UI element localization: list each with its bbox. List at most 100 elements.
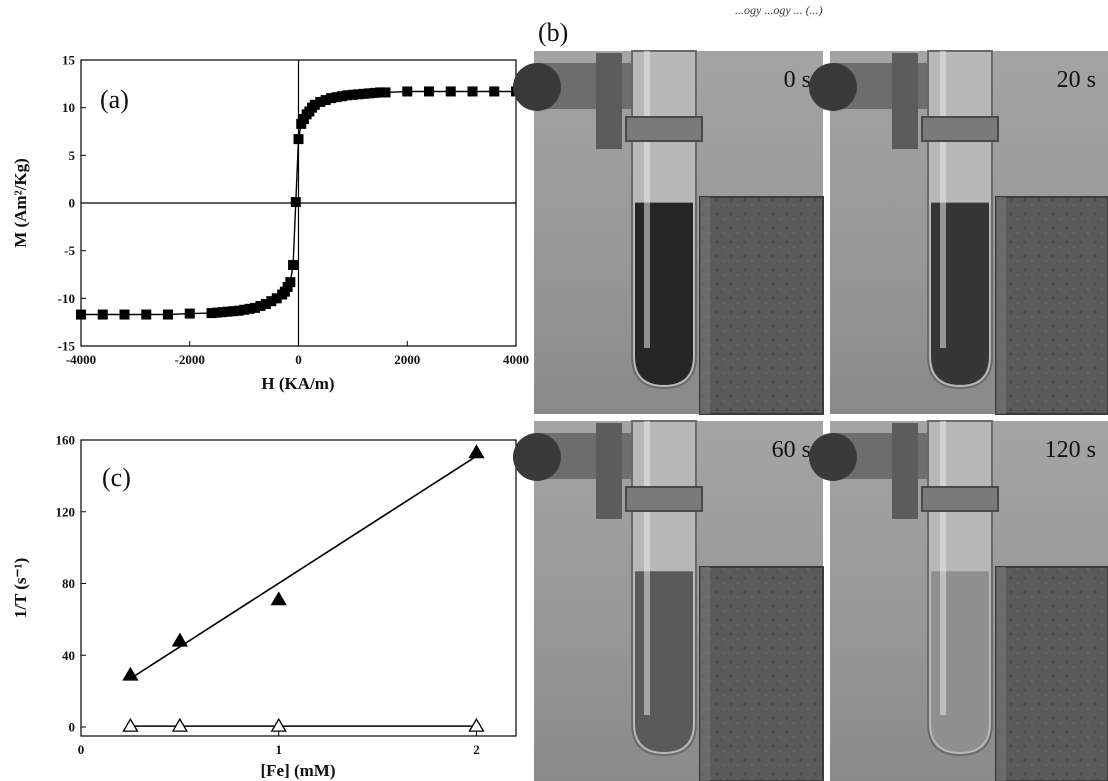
data-point	[255, 300, 266, 311]
data-point	[76, 309, 86, 320]
liquid	[931, 202, 989, 385]
magnet-edge	[996, 567, 1006, 781]
y-tick-label: 15	[62, 53, 76, 68]
clamp-knob	[809, 63, 857, 111]
data-point	[342, 90, 353, 101]
magnet-edge	[700, 197, 710, 414]
photo-3: 60 s	[513, 420, 824, 781]
data-point	[239, 304, 250, 315]
photo-1: 0 s	[513, 50, 824, 415]
y-axis-label-c: 1/T (s⁻¹)	[11, 558, 30, 619]
x-axis-label-c: [Fe] (mM)	[260, 761, 335, 780]
data-point	[309, 99, 320, 110]
data-point	[353, 89, 364, 100]
clamp-band	[921, 486, 999, 512]
data-point	[364, 88, 375, 99]
panel-b-label: (b)	[538, 18, 568, 47]
y-tick-label: 160	[56, 433, 76, 448]
clamp-upright	[892, 53, 918, 149]
data-point	[184, 308, 195, 319]
data-point	[244, 303, 255, 314]
clamp-upright	[596, 53, 622, 149]
data-point	[369, 87, 380, 98]
tube-highlight	[644, 51, 650, 348]
data-point	[315, 96, 326, 107]
x-tick-label: -2000	[175, 352, 205, 367]
clamp-upright	[892, 423, 918, 519]
x-tick-label: 2000	[394, 352, 420, 367]
magnet-edge	[700, 567, 710, 781]
clamp-upright	[596, 423, 622, 519]
axis-ticks-a: -4000 -2000 0 2000 4000 -15 -10 -5 0 5 10 15	[58, 53, 529, 368]
time-label: 120 s	[1045, 437, 1096, 463]
data-point	[141, 309, 152, 320]
x-tick-label: 0	[78, 742, 85, 757]
clamp-band	[921, 116, 999, 142]
fit-line	[129, 455, 477, 680]
clamp-knob	[513, 63, 561, 111]
y-tick-label: 0	[69, 720, 76, 735]
data-point	[211, 307, 222, 318]
liquid	[635, 571, 693, 752]
liquid	[931, 571, 989, 752]
data-point	[468, 444, 485, 459]
data-point	[320, 95, 331, 106]
y-tick-label: 120	[56, 504, 76, 519]
time-label: 0 s	[784, 67, 811, 93]
data-point	[380, 87, 391, 98]
data-point	[171, 717, 188, 732]
x-tick-label: -4000	[66, 352, 96, 367]
tube-highlight	[940, 51, 946, 348]
panel-b-photos: 0 s 20 s 60 s 120 s	[513, 50, 1108, 781]
x-axis-label-a: H (KA/m)	[261, 374, 334, 393]
data-point	[467, 86, 478, 97]
journal-header: ...ogy ...ogy ... (...)	[735, 3, 823, 17]
data-point	[288, 259, 299, 270]
data-point	[266, 296, 277, 307]
y-tick-label: 80	[62, 576, 75, 591]
data-point	[489, 86, 500, 97]
y-tick-label: -5	[64, 243, 75, 258]
data-marks-a	[76, 86, 521, 320]
clamp-band	[625, 486, 703, 512]
data-point	[97, 309, 108, 320]
x-tick-label: 0	[295, 352, 302, 367]
data-point	[445, 86, 456, 97]
y-tick-label: 40	[62, 648, 75, 663]
data-point	[217, 307, 228, 318]
data-point	[347, 89, 358, 100]
data-point	[468, 717, 485, 732]
time-label: 60 s	[772, 437, 811, 463]
x-tick-label: 4000	[503, 352, 529, 367]
y-tick-label: 0	[69, 196, 76, 211]
x-tick-label: 1	[275, 742, 282, 757]
y-tick-label: -10	[58, 291, 75, 306]
data-point	[250, 302, 260, 313]
data-point	[206, 308, 217, 319]
data-point	[270, 591, 287, 606]
clamp-band	[625, 116, 703, 142]
magnet	[995, 566, 1108, 781]
clamp-knob	[513, 433, 561, 481]
panel-a-label: (a)	[100, 85, 129, 114]
tube-highlight	[940, 421, 946, 715]
data-point	[271, 293, 282, 304]
clamp-knob	[809, 433, 857, 481]
data-point	[375, 87, 386, 98]
data-point	[119, 309, 130, 320]
data-point	[222, 306, 233, 317]
panel-c-label: (c)	[102, 463, 131, 492]
magnet	[995, 196, 1108, 415]
data-point	[326, 93, 337, 104]
data-point	[260, 299, 271, 310]
magnet	[699, 566, 824, 781]
data-point	[337, 91, 347, 102]
magnet-edge	[996, 197, 1006, 414]
y-tick-label: -15	[58, 339, 76, 354]
photo-4: 120 s	[809, 420, 1108, 781]
data-point	[402, 86, 413, 97]
time-label: 20 s	[1057, 67, 1096, 93]
data-point	[331, 92, 342, 103]
